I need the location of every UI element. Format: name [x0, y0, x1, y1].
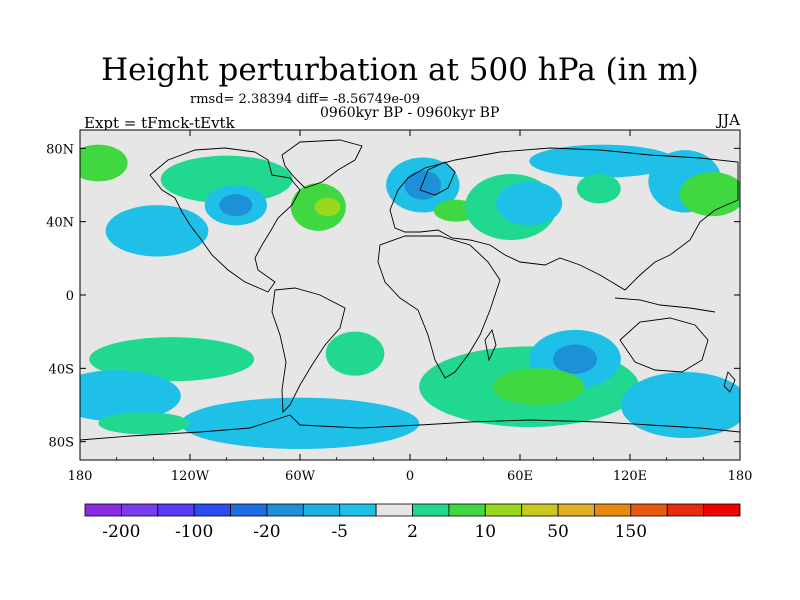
x-axis: 180 120W 60W 0 60E 120E 180 — [68, 130, 753, 484]
y-tick-label: 40S — [49, 362, 74, 377]
colorbar-swatch — [84, 503, 122, 517]
colorbar-label: -200 — [102, 522, 140, 542]
anomaly-region — [80, 370, 181, 422]
colorbar-label: 150 — [615, 522, 647, 542]
anomaly-region — [325, 331, 385, 376]
anomaly-region — [89, 337, 255, 382]
colorbar-label: -20 — [253, 522, 280, 542]
season-label: JJA — [717, 111, 740, 129]
plot-area — [79, 129, 741, 461]
colorbar-swatch — [302, 503, 341, 517]
anomaly-region — [620, 372, 740, 438]
x-tick-label: 120W — [171, 469, 210, 484]
x-tick-label: 0 — [406, 469, 414, 484]
anomaly-region — [576, 174, 621, 204]
anomaly-region — [80, 144, 128, 182]
colorbar-swatch — [594, 503, 632, 517]
colorbar-swatch — [666, 503, 705, 517]
colorbar-swatch — [703, 503, 741, 517]
anomaly-region — [180, 397, 420, 450]
y-axis: 80N 40N 0 40S 80S — [46, 142, 740, 451]
anomaly-core — [219, 194, 253, 217]
colorbar-swatch — [193, 503, 231, 517]
stats-text: rmsd= 2.38394 diff= -8.56749e-09 — [190, 92, 420, 107]
colorbar-label: 2 — [407, 522, 418, 542]
coastlines — [80, 139, 740, 441]
colorbar-swatch — [157, 503, 195, 517]
colorbar-swatch — [230, 503, 268, 517]
colorbar-swatch — [448, 503, 486, 517]
colorbar-label: -100 — [175, 522, 213, 542]
colorbar-swatch — [521, 503, 559, 517]
x-tick-label: 180 — [728, 469, 753, 484]
chart-title: Height perturbation at 500 hPa (in m) — [101, 52, 699, 88]
colorbar-swatch — [557, 503, 595, 517]
x-tick-label: 60E — [507, 469, 533, 484]
colorbar-swatch — [484, 503, 523, 517]
y-tick-label: 80N — [46, 142, 74, 157]
y-tick-label: 80S — [49, 436, 74, 451]
chart-subtitle: 0960kyr BP - 0960kyr BP — [320, 105, 500, 121]
y-tick-label: 40N — [46, 216, 74, 231]
x-tick-label: 120E — [613, 469, 647, 484]
colorbar-label: 10 — [474, 522, 496, 542]
anomaly-regions — [80, 144, 740, 450]
colorbar-label: 50 — [547, 522, 569, 542]
colorbar-swatch — [120, 503, 159, 517]
colorbar-swatch — [630, 503, 668, 517]
anomaly-region — [105, 205, 209, 257]
anomaly-core — [314, 197, 341, 217]
y-tick-label: 0 — [66, 289, 74, 304]
anomaly-region — [679, 172, 740, 217]
anomaly-region — [529, 144, 676, 178]
anomaly-region — [496, 181, 563, 226]
anomaly-region — [98, 412, 190, 435]
colorbar-label: -5 — [331, 522, 348, 542]
colorbar-swatch — [375, 503, 413, 517]
anomaly-region — [160, 155, 293, 204]
anomaly-core — [553, 344, 597, 374]
colorbar-swatch — [266, 503, 304, 517]
colorbar-swatch — [412, 503, 450, 517]
colorbar-swatch — [339, 503, 377, 517]
anomaly-core — [404, 170, 442, 200]
x-tick-label: 180 — [68, 469, 93, 484]
anomaly-core — [492, 368, 585, 405]
experiment-label: Expt = tFmck-tEvtk — [84, 114, 235, 132]
x-tick-label: 60W — [285, 469, 316, 484]
colorbar: -200 -100 -20 -5 2 10 50 150 — [84, 503, 741, 542]
